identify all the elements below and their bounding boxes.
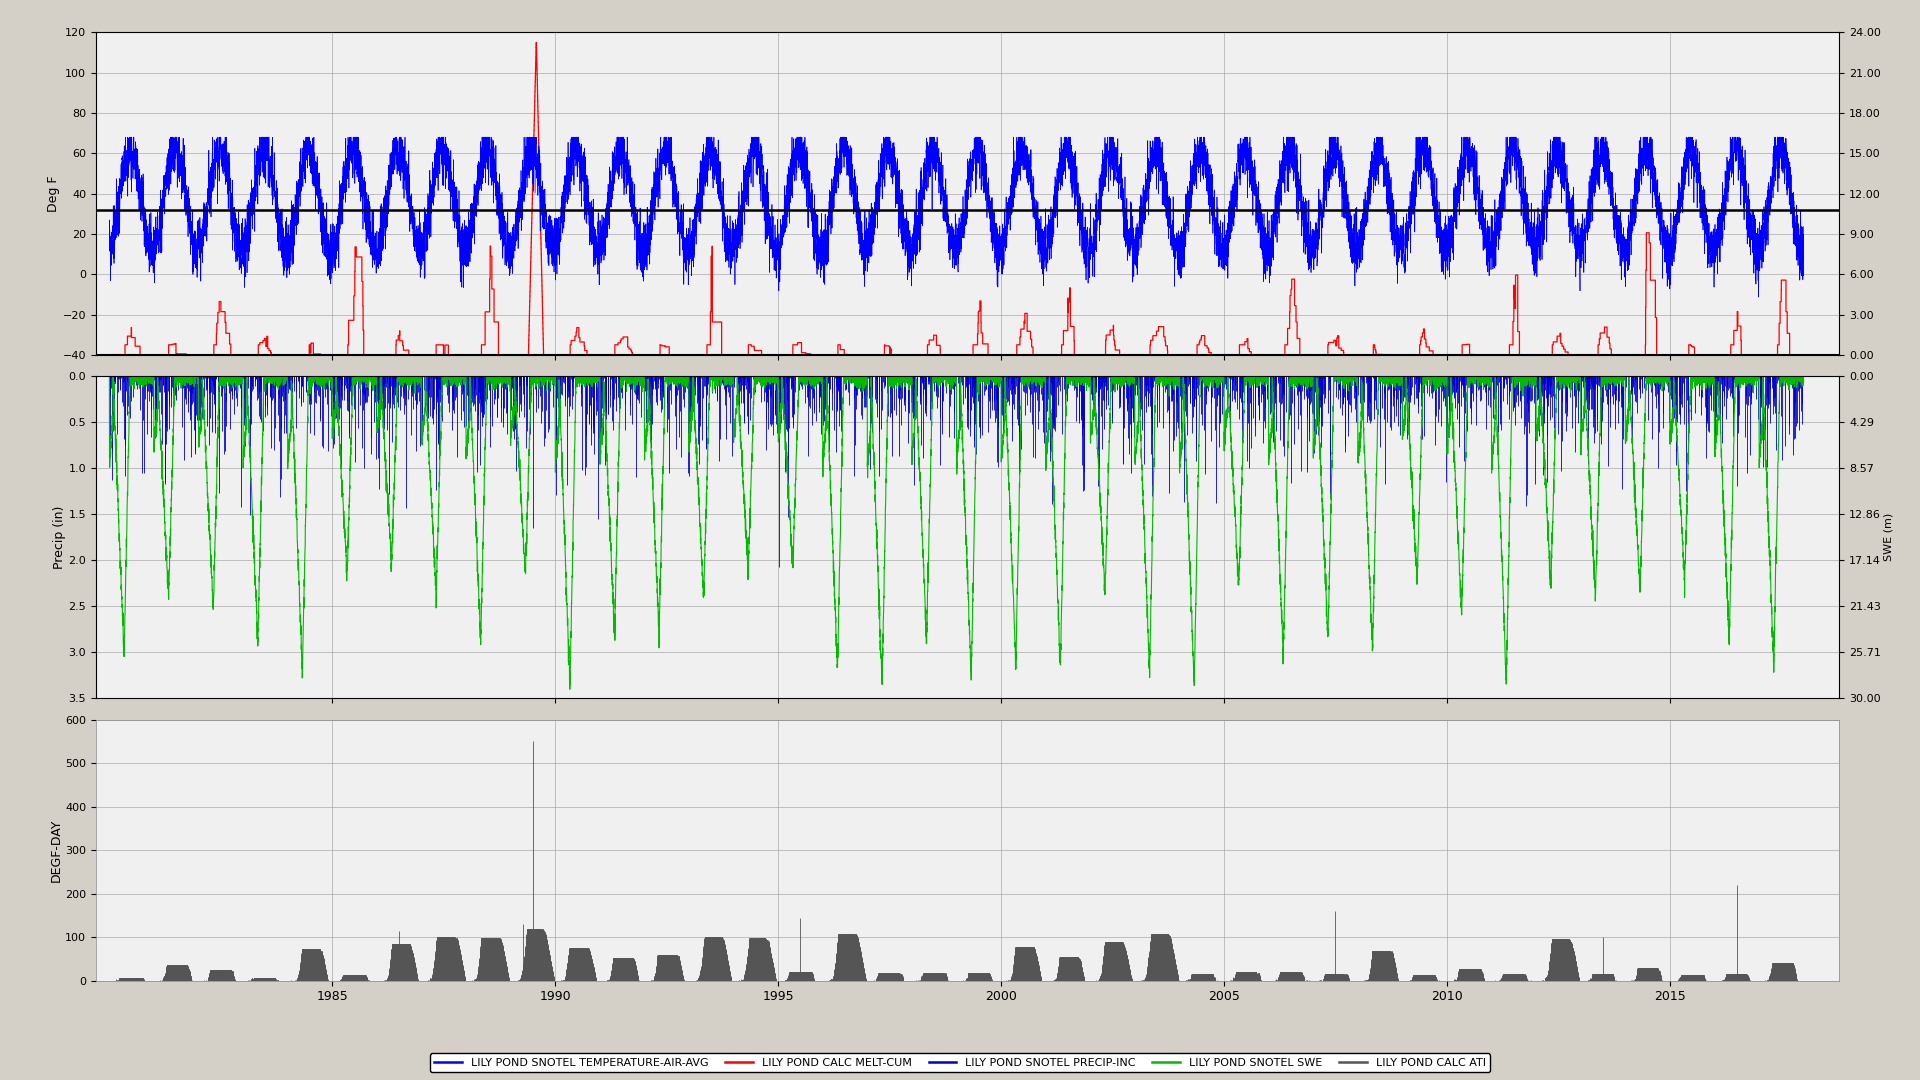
Y-axis label: DEGF-DAY: DEGF-DAY [50, 819, 61, 881]
Y-axis label: Deg F: Deg F [46, 175, 60, 212]
Y-axis label: Precip (in): Precip (in) [52, 505, 65, 569]
Legend: LILY POND SNOTEL TEMPERATURE-AIR-AVG, LILY POND CALC MELT-CUM, LILY POND SNOTEL : LILY POND SNOTEL TEMPERATURE-AIR-AVG, LI… [430, 1053, 1490, 1072]
Y-axis label: SWE (m): SWE (m) [1884, 513, 1893, 562]
